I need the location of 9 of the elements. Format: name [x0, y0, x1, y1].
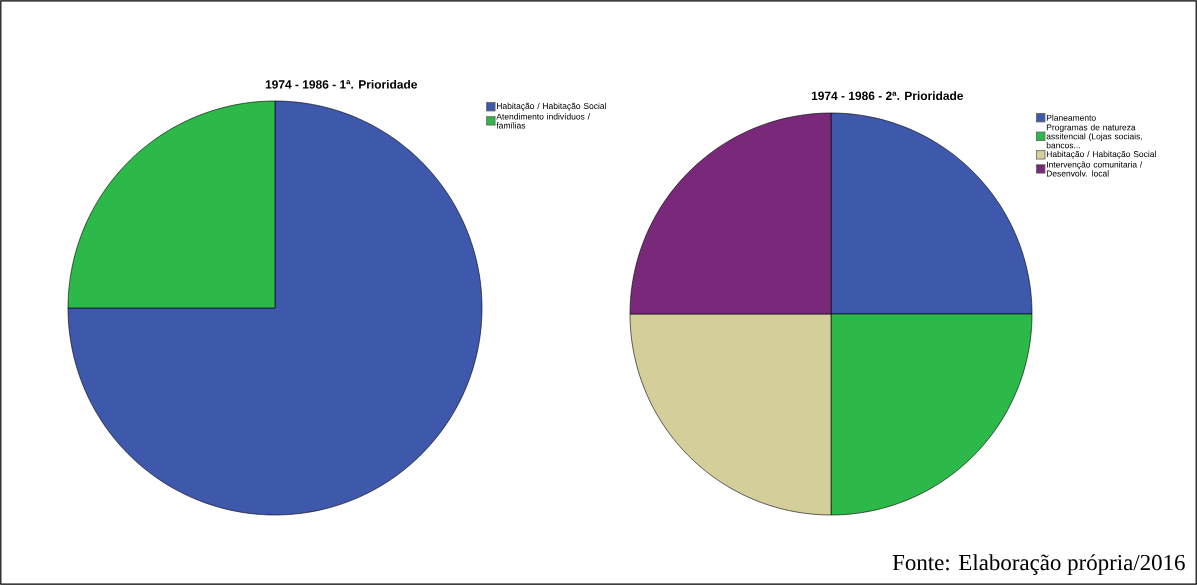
chart-title: 1974 - 1986 - 2ª. Prioridade [811, 91, 964, 101]
legend-label: Habitação / Habitação Social [1046, 150, 1156, 159]
chart-title: 1974 - 1986 - 1ª. Prioridade [265, 79, 417, 89]
source-note: Fonte: Elaboração própria/2016 [892, 554, 1185, 575]
legend-label: Intervenção comunitaria / Desenvolv. local [1046, 161, 1143, 177]
legend-label: Planeamento [1046, 114, 1096, 121]
legend-label: Atendimento indivíduos / famílias [496, 113, 590, 129]
legend-label: Habitação / Habitação Social [497, 102, 606, 111]
legend-label: Programas de natureza assitencial (Lojas sociais, bancos... [1046, 124, 1142, 149]
